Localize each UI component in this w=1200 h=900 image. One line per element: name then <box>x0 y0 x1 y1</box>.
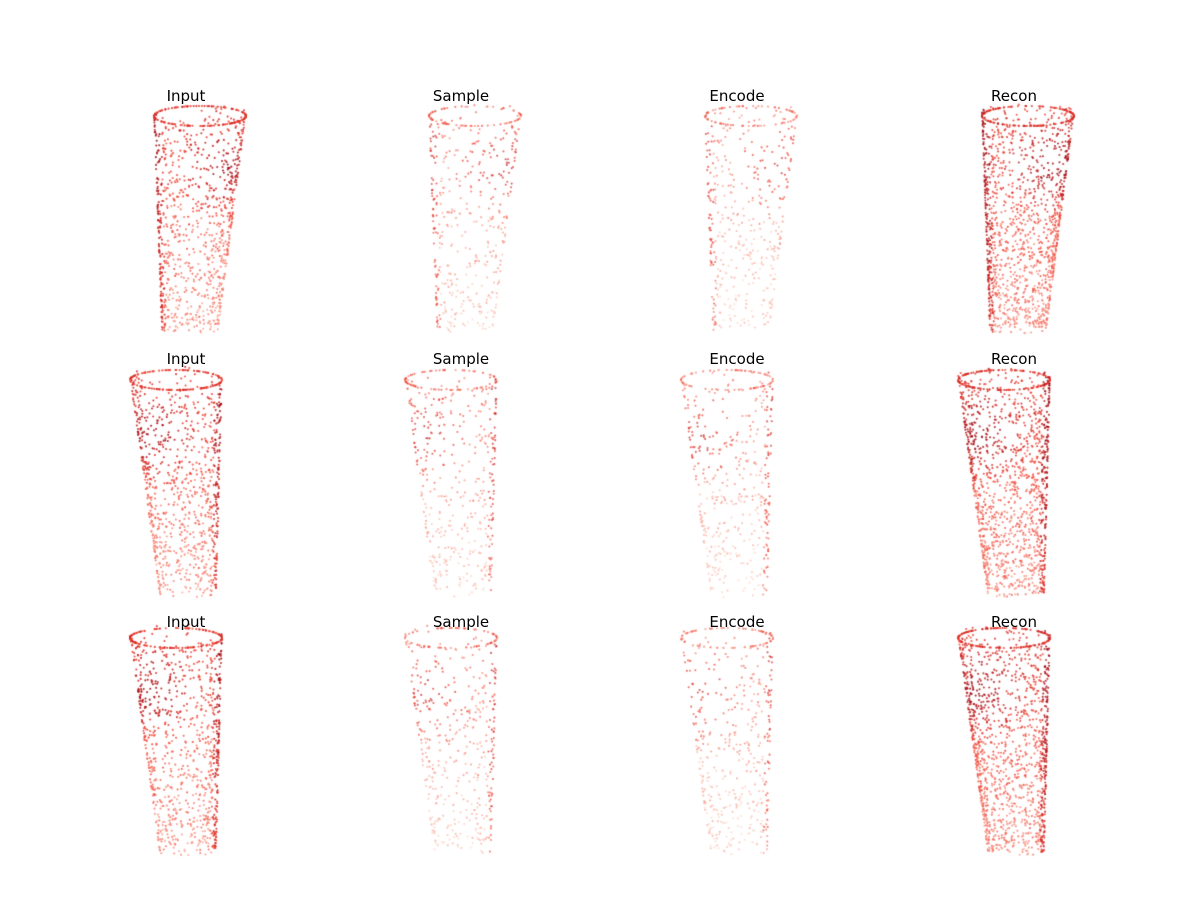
panel-title-input-row-1: Input <box>166 87 206 105</box>
point-cloud-input-row-2 <box>110 362 290 602</box>
point-cloud-sample-row-2 <box>385 362 565 602</box>
point-cloud-recon-row-2 <box>938 362 1118 602</box>
point-cloud-recon-row-3 <box>938 620 1118 860</box>
point-cloud-input-row-1 <box>110 98 290 338</box>
point-cloud-sample-row-1 <box>385 98 565 338</box>
point-cloud-encode-row-3 <box>661 620 841 860</box>
panel-title-recon-row-1: Recon <box>991 87 1037 105</box>
panel-title-recon-row-2: Recon <box>991 350 1037 368</box>
point-cloud-encode-row-1 <box>661 98 841 338</box>
panel-title-sample-row-3: Sample <box>432 613 490 631</box>
panel-title-recon-row-3: Recon <box>991 613 1037 631</box>
panel-title-input-row-2: Input <box>166 350 206 368</box>
panel-title-encode-row-3: Encode <box>709 613 765 631</box>
panel-title-input-row-3: Input <box>166 613 206 631</box>
panel-title-sample-row-2: Sample <box>432 350 490 368</box>
point-cloud-input-row-3 <box>110 620 290 860</box>
point-cloud-recon-row-1 <box>938 98 1118 338</box>
point-cloud-sample-row-3 <box>385 620 565 860</box>
panel-title-sample-row-1: Sample <box>432 87 490 105</box>
point-cloud-encode-row-2 <box>661 362 841 602</box>
panel-title-encode-row-2: Encode <box>709 350 765 368</box>
panel-title-encode-row-1: Encode <box>709 87 765 105</box>
